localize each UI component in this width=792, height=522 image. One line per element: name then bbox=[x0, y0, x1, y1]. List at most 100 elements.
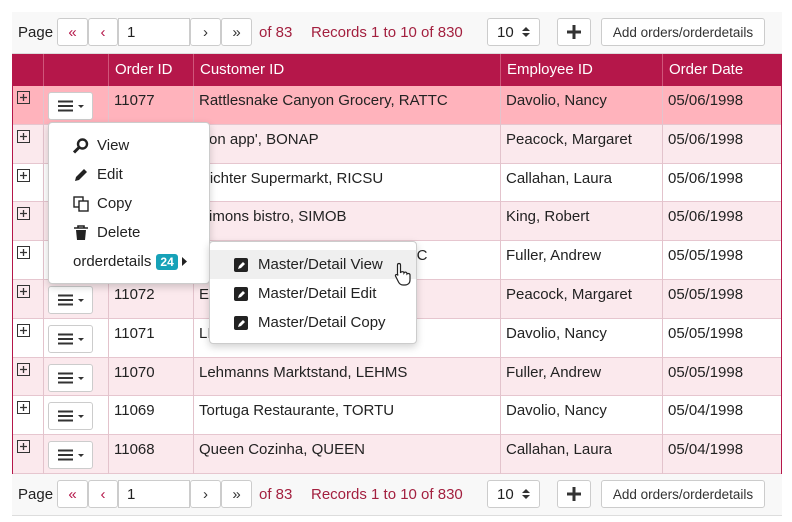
row-menu-button[interactable] bbox=[48, 324, 93, 353]
table-cell: Davolio, Nancy bbox=[506, 92, 607, 109]
table-cell: Fuller, Andrew bbox=[506, 363, 602, 381]
cell-border bbox=[500, 280, 501, 319]
table-cell: 05/06/1998 bbox=[668, 130, 744, 148]
cell-border bbox=[43, 241, 44, 280]
last-button[interactable]: » bbox=[221, 480, 252, 508]
table-cell: 05/05/1998 bbox=[668, 247, 744, 265]
cell-border bbox=[193, 318, 194, 358]
expand-button[interactable] bbox=[17, 323, 30, 341]
table-cell: 11077 bbox=[114, 92, 155, 109]
detail-menu-item[interactable]: orderdetails 24 bbox=[49, 247, 209, 276]
cell-border bbox=[662, 163, 663, 203]
first-button[interactable]: « bbox=[57, 18, 88, 46]
cell-border bbox=[43, 357, 44, 397]
table-cell: 05/05/1998 bbox=[668, 286, 744, 303]
menu-item-label: View bbox=[97, 137, 130, 154]
last-button[interactable]: » bbox=[221, 18, 252, 46]
add-icon-button[interactable] bbox=[557, 18, 591, 46]
table-cell: 11068 bbox=[114, 441, 155, 459]
expand-button-icon bbox=[17, 91, 30, 104]
menu-item[interactable]: View bbox=[49, 131, 209, 160]
next-button[interactable]: › bbox=[190, 480, 221, 508]
table-cell: 11069 bbox=[114, 402, 155, 420]
cell-border bbox=[500, 86, 501, 125]
row-menu-button[interactable] bbox=[48, 286, 93, 314]
table-cell: King, Robert bbox=[506, 208, 590, 226]
expand-button[interactable] bbox=[17, 440, 30, 457]
cell-border bbox=[662, 86, 663, 125]
cell-border bbox=[662, 241, 663, 280]
select-arrow bbox=[522, 489, 530, 499]
detail-submenu: Master/Detail View Master/Detail Edit Mast… bbox=[209, 241, 417, 344]
cell-border bbox=[662, 280, 663, 319]
expand-button[interactable] bbox=[17, 129, 30, 147]
prev-button[interactable]: ‹ bbox=[88, 18, 118, 46]
table-cell: Callahan, Laura bbox=[506, 169, 612, 187]
cell-border bbox=[193, 280, 194, 319]
hamburger-icon bbox=[57, 372, 84, 384]
submenu-item[interactable]: Master/Detail View bbox=[210, 250, 416, 279]
table-cell: 05/05/1998 bbox=[668, 324, 744, 342]
expand-button[interactable] bbox=[17, 285, 30, 302]
cell-border bbox=[108, 318, 109, 358]
cell-border bbox=[108, 280, 109, 319]
page-label: Page bbox=[18, 486, 54, 503]
cell-border bbox=[662, 396, 663, 436]
cell-border bbox=[43, 202, 44, 242]
first-button[interactable]: « bbox=[57, 480, 88, 508]
menu-item[interactable]: Delete bbox=[49, 218, 209, 247]
row-menu-button[interactable] bbox=[48, 363, 93, 392]
menu-item[interactable]: Copy bbox=[49, 189, 209, 218]
table-cell: 05/05/1998 bbox=[668, 363, 744, 381]
select-arrow bbox=[522, 27, 530, 37]
cell-border bbox=[43, 280, 44, 319]
add-button[interactable]: Add orders/orderdetails bbox=[601, 18, 765, 46]
table-cell: 05/06/1998 bbox=[668, 92, 744, 109]
cell-border bbox=[43, 396, 44, 436]
submenu-item-label: Master/Detail Copy bbox=[258, 314, 386, 331]
next-button[interactable]: › bbox=[190, 18, 221, 46]
expand-button[interactable] bbox=[17, 91, 30, 108]
detail-count-badge: 24 bbox=[156, 253, 178, 270]
page-input[interactable]: 1 bbox=[118, 480, 190, 508]
column-header: Employee ID bbox=[500, 54, 662, 86]
add-icon-button[interactable] bbox=[557, 480, 591, 508]
cell-border bbox=[500, 435, 501, 474]
menu-icon bbox=[73, 195, 89, 212]
row-menu-button[interactable] bbox=[48, 92, 93, 120]
expand-button[interactable] bbox=[17, 401, 30, 418]
cell-border bbox=[43, 163, 44, 203]
page-size-select[interactable]: 10 bbox=[487, 18, 540, 46]
hamburger-icon bbox=[57, 333, 84, 345]
cell-border bbox=[43, 86, 44, 125]
cell-border bbox=[662, 202, 663, 242]
menu-item[interactable]: Edit bbox=[49, 160, 209, 189]
submenu-item[interactable]: Master/Detail Copy bbox=[210, 308, 416, 337]
submenu-arrow bbox=[181, 257, 187, 266]
expand-button-icon bbox=[17, 285, 30, 298]
page-size-select[interactable]: 10 bbox=[487, 480, 540, 508]
expand-button[interactable] bbox=[17, 207, 30, 224]
cell-border bbox=[500, 318, 501, 358]
add-button[interactable]: Add orders/orderdetails bbox=[601, 480, 765, 508]
expand-button[interactable] bbox=[17, 362, 30, 380]
column-header: Order ID bbox=[108, 54, 193, 86]
expand-button[interactable] bbox=[17, 246, 30, 263]
table-cell: Tortuga Restaurante, TORTU bbox=[199, 402, 395, 420]
submenu-item[interactable]: Master/Detail Edit bbox=[210, 279, 416, 308]
prev-button[interactable]: ‹ bbox=[88, 480, 118, 508]
page-input[interactable]: 1 bbox=[118, 18, 190, 46]
table-row bbox=[13, 357, 781, 397]
row-menu-button[interactable] bbox=[48, 402, 93, 431]
cell-border bbox=[500, 396, 501, 436]
table-cell: Lehmanns Marktstand, LEHMS bbox=[199, 363, 408, 381]
menu-icon bbox=[73, 137, 89, 154]
menu-item-label: Copy bbox=[97, 195, 133, 212]
header-cell bbox=[43, 54, 44, 86]
page-count: of 83 bbox=[259, 24, 293, 41]
row-menu-button[interactable] bbox=[48, 441, 93, 470]
pager: Page «‹ 1 ›» of 83 Records 1 to 10 of 830 10 Ad… bbox=[12, 12, 782, 54]
records-info: Records 1 to 10 of 830 bbox=[311, 486, 463, 503]
expand-button[interactable] bbox=[17, 168, 30, 186]
expand-button-icon bbox=[17, 323, 30, 337]
